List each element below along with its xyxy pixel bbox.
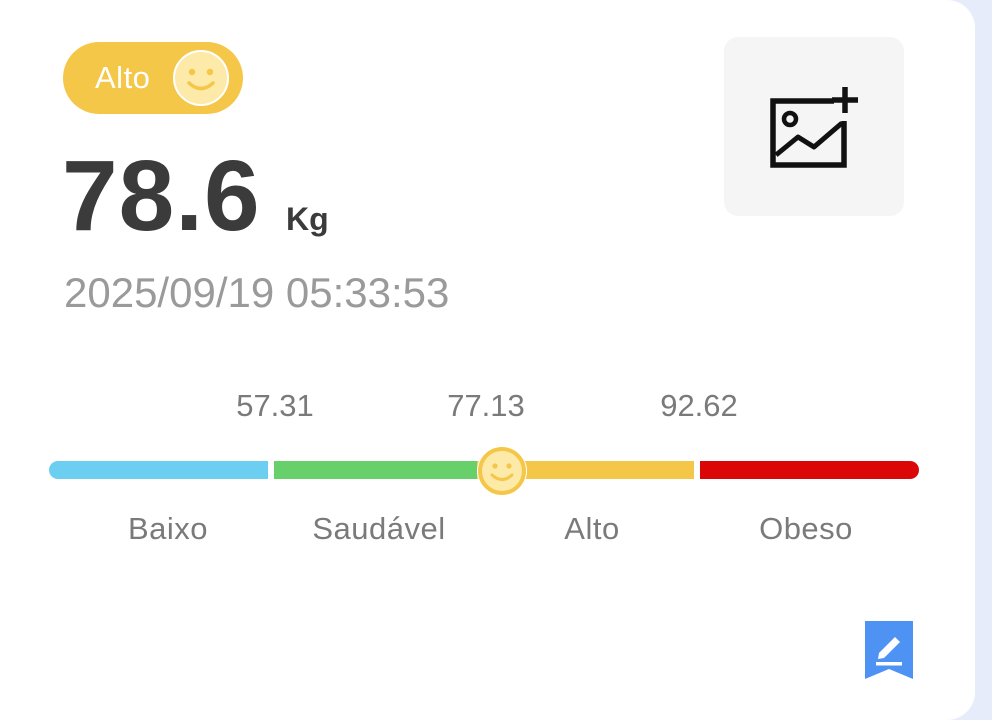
add-image-icon xyxy=(770,87,858,168)
measurement-timestamp: 2025/09/19 05:33:53 xyxy=(64,269,450,316)
add-photo-button[interactable] xyxy=(724,37,904,216)
status-label: Alto xyxy=(95,60,151,95)
scale-segment-low xyxy=(49,461,268,479)
edit-icon[interactable] xyxy=(865,621,913,679)
scale-segment-healthy xyxy=(274,461,477,479)
threshold-low-healthy: 57.31 xyxy=(236,388,314,423)
category-label-healthy: Saudável xyxy=(312,511,446,546)
scale-segment-obese xyxy=(700,461,919,479)
scale-marker-smiley-icon xyxy=(477,446,527,496)
smiley-icon xyxy=(171,48,231,108)
scale-segment-high xyxy=(477,461,694,479)
weight-unit: Kg xyxy=(286,201,329,237)
category-label-low: Baixo xyxy=(127,511,209,546)
weight-value: 78.6 xyxy=(62,140,261,252)
status-badge: Alto xyxy=(63,42,243,114)
category-label-obese: Obeso xyxy=(759,511,853,546)
category-label-high: Alto xyxy=(564,511,620,546)
threshold-healthy-high: 77.13 xyxy=(447,388,525,423)
threshold-high-obese: 92.62 xyxy=(660,388,738,423)
